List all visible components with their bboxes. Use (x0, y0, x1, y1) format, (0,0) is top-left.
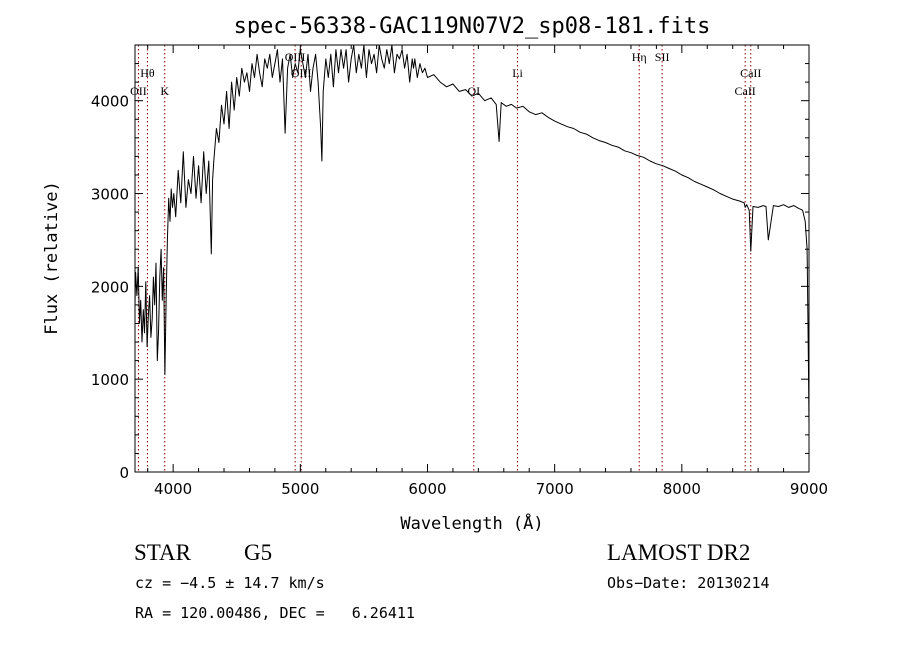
y-tick-label: 1000 (91, 371, 129, 389)
spectrum-line (134, 44, 810, 426)
spectral-line-label: CaII (740, 66, 761, 80)
spectral-line-label: Li (512, 66, 523, 80)
object-type: STAR (134, 540, 191, 565)
y-axis-label: Flux (relative) (42, 181, 62, 335)
coordinates: RA = 120.00486, DEC = 6.26411 (135, 604, 415, 622)
spectral-line-markers (137, 45, 752, 472)
y-tick-label: 3000 (91, 186, 129, 204)
spectral-line-label: OIII (285, 50, 306, 64)
survey-name: LAMOST DR2 (607, 540, 751, 565)
spectral-line-label: CaII (734, 84, 755, 98)
x-tick-label: 9000 (790, 480, 828, 498)
chart-title: spec-56338-GAC119N07V2_sp08-181.fits (234, 14, 711, 39)
x-tick-label: 6000 (408, 480, 446, 498)
x-tick-label: 5000 (281, 480, 319, 498)
spectral-line-label: OII (130, 84, 147, 98)
x-tick-label: 4000 (154, 480, 192, 498)
x-axis-label: Wavelength (Å) (400, 512, 543, 534)
spectral-line-label: K (160, 84, 169, 98)
spectral-line-label: Hθ (140, 66, 155, 80)
redshift-velocity: cz = −4.5 ± 14.7 km/s (135, 574, 325, 592)
y-tick-label: 2000 (91, 278, 129, 296)
spectral-line-label: OI (467, 84, 480, 98)
spectral-line-label: Hη (632, 50, 647, 64)
x-tick-label: 8000 (663, 480, 701, 498)
y-tick-label: 4000 (91, 93, 129, 111)
plot-frame (134, 44, 810, 473)
axis-ticks: 4000 5000 6000 7000 8000 9000 0 1000 2000 3000 400… (91, 44, 828, 498)
spectral-line-labels: Hθ OII K OIII OIII OI Li Hη SII CaII CaII (130, 50, 761, 98)
y-tick-label: 0 (119, 464, 129, 482)
observation-date: Obs−Date: 20130214 (607, 574, 770, 592)
subclass: G5 (244, 540, 273, 565)
spectral-line-label: OIII (291, 66, 312, 80)
x-tick-label: 7000 (536, 480, 574, 498)
spectral-line-label: SII (655, 50, 670, 64)
spectrum-series (134, 44, 810, 426)
